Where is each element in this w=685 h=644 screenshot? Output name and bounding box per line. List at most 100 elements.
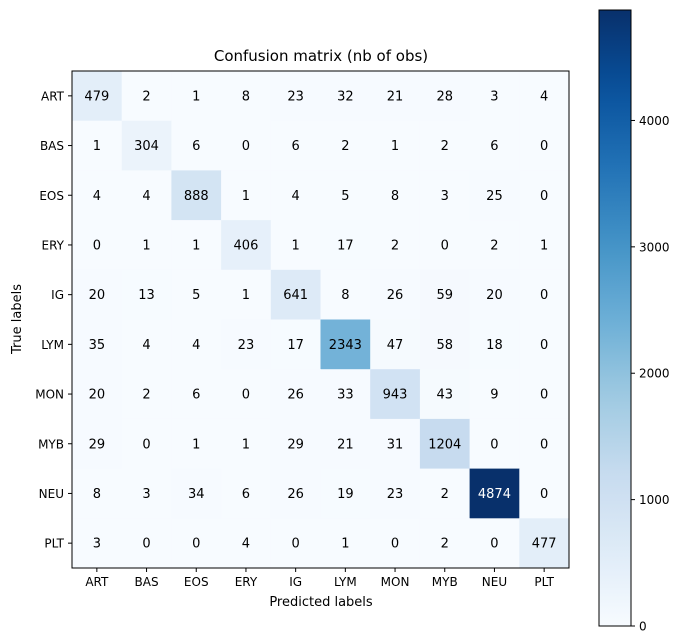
cell-value-label: 1 [93,139,101,154]
heatmap-cell [72,468,123,519]
y-tick-label: ERY [42,238,65,252]
heatmap-cell [171,71,222,122]
cell-value-label: 0 [142,437,150,452]
cell-value-label: 2343 [329,338,362,353]
cell-value-label: 32 [337,89,354,104]
heatmap-cell [320,71,371,122]
cell-value-label: 0 [441,238,449,253]
heatmap-cell [171,468,222,519]
cell-value-label: 1 [242,189,250,204]
cell-value-label: 8 [242,89,250,104]
cell-value-label: 9 [490,388,498,403]
heatmap-cell [519,120,570,171]
heatmap-cell [221,319,272,370]
heatmap-cell [72,220,123,271]
cell-value-label: 3 [142,487,150,502]
cell-value-label: 4 [242,537,250,552]
cell-value-label: 4 [93,189,101,204]
cell-value-label: 4 [540,89,548,104]
heatmap-cell [72,170,123,221]
x-axis-label: Predicted labels [269,595,373,610]
heatmap-cell [221,369,272,420]
heatmap-cell [370,468,421,519]
heatmap-cell [171,220,222,271]
cell-value-label: 18 [486,338,503,353]
cell-value-label: 2 [142,89,150,104]
cell-value-label: 33 [337,388,354,403]
cell-value-label: 1 [540,238,548,253]
x-tick-label: PLT [534,575,554,589]
heatmap-cell [270,418,321,470]
cell-value-label: 6 [242,487,250,502]
cell-value-label: 6 [192,139,200,154]
colorbar [598,9,632,627]
cell-value-label: 20 [486,288,503,303]
heatmap-cell [419,220,471,271]
heatmap-cell [469,468,520,519]
heatmap-cell [221,518,272,569]
cell-value-label: 1 [192,437,200,452]
heatmap-cell [121,71,172,122]
x-tick-label: EOS [184,575,209,589]
heatmap-cell [370,269,421,320]
heatmap-cell [469,369,520,420]
cell-value-label: 0 [490,437,498,452]
cell-value-label: 3 [441,189,449,204]
heatmap-cell [121,468,172,519]
heatmap-cell [121,369,172,420]
colorbar-tick-label: 2000 [639,367,670,381]
heatmap-cell [171,170,222,221]
heatmap-cell [270,369,321,420]
cell-value-label: 5 [192,288,200,303]
cell-value-label: 1 [192,89,200,104]
cell-value-label: 21 [387,89,404,104]
cell-value-label: 0 [93,238,101,253]
heatmap-cell [320,220,371,271]
heatmap-cell [221,418,272,470]
cell-value-label: 17 [287,338,304,353]
heatmap-cell [221,269,272,320]
heatmap-cell [469,518,520,569]
cell-value-label: 1 [341,537,349,552]
y-tick-label: BAS [40,139,64,153]
cell-value-label: 0 [391,537,399,552]
cell-value-label: 2 [490,238,498,253]
heatmap-cell [469,170,520,221]
cell-value-label: 23 [238,338,255,353]
cell-value-label: 20 [89,388,106,403]
cell-value-label: 0 [540,288,548,303]
heatmap-cell [320,369,371,420]
cell-value-label: 13 [138,288,155,303]
cell-value-label: 28 [436,89,453,104]
cell-value-label: 59 [436,288,453,303]
heatmap-cell [121,418,172,470]
heatmap-cell [519,468,570,519]
heatmap-cell [270,71,321,122]
cell-value-label: 58 [436,338,453,353]
heatmap-cell [370,369,421,420]
heatmap-cell [72,518,123,569]
colorbar-ticks: 0 1000 2000 3000 4000 [631,114,670,634]
cell-value-label: 23 [387,487,404,502]
cell-value-label: 21 [337,437,354,452]
cell-value-label: 2 [441,139,449,154]
cell-value-label: 6 [292,139,300,154]
cell-value-label: 4874 [478,487,511,502]
heatmap-cell [469,418,520,470]
cell-value-label: 35 [89,338,106,353]
x-tick-label: ART [85,575,109,589]
cell-value-label: 2 [142,388,150,403]
heatmap-cell [221,220,272,271]
heatmap-cell [320,418,371,470]
heatmap-cell [370,71,421,122]
heatmap-cell [419,120,471,171]
heatmap-cell [419,269,471,320]
heatmap-cells [72,71,570,569]
heatmap-cell [171,369,222,420]
heatmap-cell [519,269,570,320]
y-tick-label: MYB [38,437,64,451]
heatmap-cell [370,170,421,221]
cell-value-label: 1 [292,238,300,253]
heatmap-cell [370,319,421,370]
cell-value-label: 8 [391,189,399,204]
